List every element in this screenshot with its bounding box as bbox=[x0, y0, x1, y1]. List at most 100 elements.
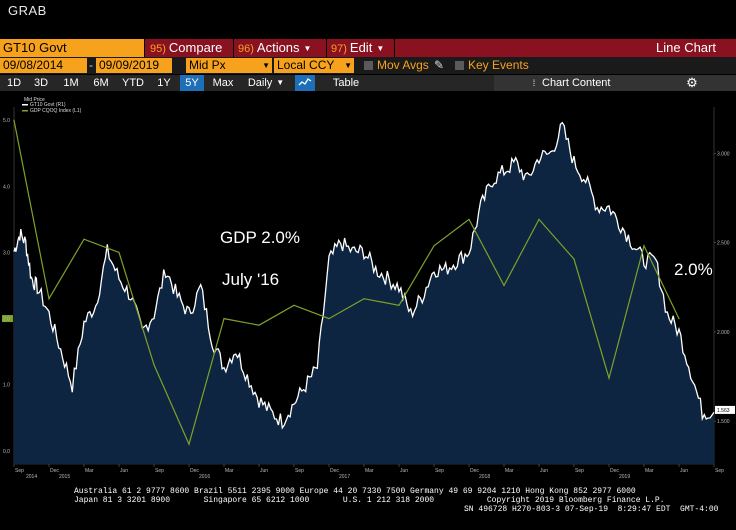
annotation-latest: 2.0% bbox=[674, 260, 713, 279]
gear-icon[interactable]: ⚙ bbox=[686, 75, 698, 90]
actions-label: Actions bbox=[256, 40, 300, 55]
chevron-down-icon: ▼ bbox=[276, 78, 285, 87]
annotation-gdp: GDP 2.0% bbox=[220, 228, 300, 247]
price-field-select[interactable]: Mid Px ▼ bbox=[186, 58, 272, 73]
x-axis-tick-label: Jun bbox=[400, 468, 408, 474]
x-axis-year-label: 2016 bbox=[199, 474, 210, 480]
x-axis-tick-label: Dec bbox=[190, 468, 199, 474]
left-axis-tick-label: 4.0 bbox=[3, 184, 10, 190]
x-axis-tick-label: Sep bbox=[15, 468, 24, 474]
gdp-point bbox=[153, 364, 155, 366]
edit-label: Edit bbox=[349, 40, 373, 55]
gdp-point bbox=[398, 304, 400, 306]
period-1y-button[interactable]: 1Y bbox=[157, 77, 171, 89]
gdp-point bbox=[118, 251, 120, 253]
x-axis-year-label: 2018 bbox=[479, 474, 490, 480]
compare-label: Compare bbox=[168, 40, 223, 55]
actions-button[interactable]: 96) Actions ▼ bbox=[238, 39, 311, 57]
end-date-field[interactable]: 09/09/2019 bbox=[96, 58, 172, 73]
key-events-label: Key Events bbox=[468, 58, 529, 72]
right-axis-tick-label: 1.500 bbox=[717, 419, 730, 425]
footer-session: SN 496728 H270-803-3 07-Sep-19 8:29:47 E… bbox=[464, 505, 719, 514]
gdp-series-line bbox=[13, 120, 680, 446]
period-max-button[interactable]: Max bbox=[212, 77, 234, 89]
x-axis-tick-label: Mar bbox=[225, 468, 234, 474]
period-1d-button[interactable]: 1D bbox=[6, 77, 22, 89]
gdp-point bbox=[433, 245, 435, 247]
gdp-point bbox=[608, 377, 610, 379]
frequency-value: Daily bbox=[247, 77, 273, 89]
chevron-down-icon: ▼ bbox=[262, 61, 270, 70]
period-ytd-button[interactable]: YTD bbox=[122, 77, 144, 89]
gdp-point bbox=[573, 258, 575, 260]
frequency-select[interactable]: Daily ▼ bbox=[243, 75, 289, 91]
last-value-flag bbox=[715, 405, 735, 414]
view-title: Line Chart bbox=[656, 40, 716, 55]
start-date-field[interactable]: 09/08/2014 bbox=[0, 58, 87, 73]
edit-number: 97) bbox=[331, 43, 347, 55]
gdp-point bbox=[258, 324, 260, 326]
command-bar bbox=[0, 39, 736, 57]
period-1m-button[interactable]: 1M bbox=[63, 77, 79, 89]
ticker-field[interactable]: GT10 Govt bbox=[0, 39, 144, 57]
x-axis-tick-label: Jun bbox=[120, 468, 128, 474]
pencil-icon[interactable]: ✎ bbox=[434, 58, 445, 72]
compare-number: 95) bbox=[150, 43, 166, 55]
left-axis-tick-label: 0.0 bbox=[3, 449, 10, 455]
x-axis-year-label: 2014 bbox=[26, 474, 37, 480]
x-axis-year-label: 2015 bbox=[59, 474, 70, 480]
gdp-point bbox=[538, 218, 540, 220]
chart-panel: 5.0 4.0 3.0 2.0 1.0 0.0 3.000 2.500 2.000 1.500 1.… bbox=[0, 92, 736, 487]
gdp-point bbox=[363, 298, 365, 300]
x-axis-tick-label: Sep bbox=[155, 468, 164, 474]
left-axis-tick-label: 3.0 bbox=[3, 250, 10, 256]
x-axis-tick-label: Sep bbox=[715, 468, 724, 474]
currency-select[interactable]: Local CCY ▼ bbox=[274, 58, 354, 73]
last-value-label: 1.563 bbox=[717, 408, 730, 414]
legend-swatch-gdp bbox=[22, 110, 28, 112]
gdp-point bbox=[328, 318, 330, 320]
x-axis-tick-label: Mar bbox=[645, 468, 654, 474]
divider bbox=[326, 39, 327, 57]
x-axis-tick-label: Jun bbox=[540, 468, 548, 474]
table-button[interactable]: Table bbox=[332, 77, 360, 89]
chart-content-panel bbox=[494, 75, 736, 91]
right-axis-tick-label: 2.500 bbox=[717, 241, 730, 247]
edit-button[interactable]: 97) Edit ▼ bbox=[331, 39, 384, 57]
period-5y-button[interactable]: 5Y bbox=[180, 75, 204, 91]
gdp-point bbox=[223, 318, 225, 320]
left-axis-tick-label: 1.0 bbox=[3, 383, 10, 389]
gdp-point bbox=[48, 298, 50, 300]
divider bbox=[394, 39, 395, 57]
x-axis-tick-label: Dec bbox=[470, 468, 479, 474]
grid-icon[interactable]: ⁞ bbox=[532, 78, 536, 88]
currency-value: Local CCY bbox=[277, 58, 335, 72]
yield-area bbox=[14, 122, 714, 464]
footer-copyright: Japan 81 3 3201 8900 Singapore 65 6212 1… bbox=[74, 496, 665, 505]
period-6m-button[interactable]: 6M bbox=[93, 77, 109, 89]
chart-content-button[interactable]: Chart Content bbox=[542, 77, 611, 89]
gdp-point bbox=[293, 304, 295, 306]
line-chart-icon[interactable] bbox=[295, 75, 315, 91]
key-events-checkbox[interactable] bbox=[455, 61, 464, 70]
annotation-date: July '16 bbox=[222, 270, 279, 289]
gdp-point bbox=[643, 245, 645, 247]
left-axis-highlight bbox=[2, 315, 13, 323]
divider bbox=[233, 39, 234, 57]
x-axis-tick-label: Dec bbox=[610, 468, 619, 474]
legend-item-gdp: GDP CQOQ Index (L1) bbox=[30, 108, 82, 114]
legend-swatch-yield bbox=[22, 104, 28, 106]
mov-avgs-label: Mov Avgs bbox=[377, 58, 429, 72]
mov-avgs-checkbox[interactable] bbox=[364, 61, 373, 70]
left-axis-tick-label: 5.0 bbox=[3, 118, 10, 124]
x-axis-tick-label: Mar bbox=[85, 468, 94, 474]
divider bbox=[144, 39, 145, 57]
right-axis-tick-label: 2.000 bbox=[717, 330, 730, 336]
gdp-point bbox=[503, 284, 505, 287]
gdp-point bbox=[468, 218, 470, 220]
x-axis-tick-label: Mar bbox=[505, 468, 514, 474]
compare-button[interactable]: 95) Compare bbox=[150, 39, 222, 57]
period-3d-button[interactable]: 3D bbox=[33, 77, 49, 89]
left-axis-tick-label: 2.0 bbox=[3, 317, 10, 323]
chevron-down-icon: ▼ bbox=[344, 61, 352, 70]
